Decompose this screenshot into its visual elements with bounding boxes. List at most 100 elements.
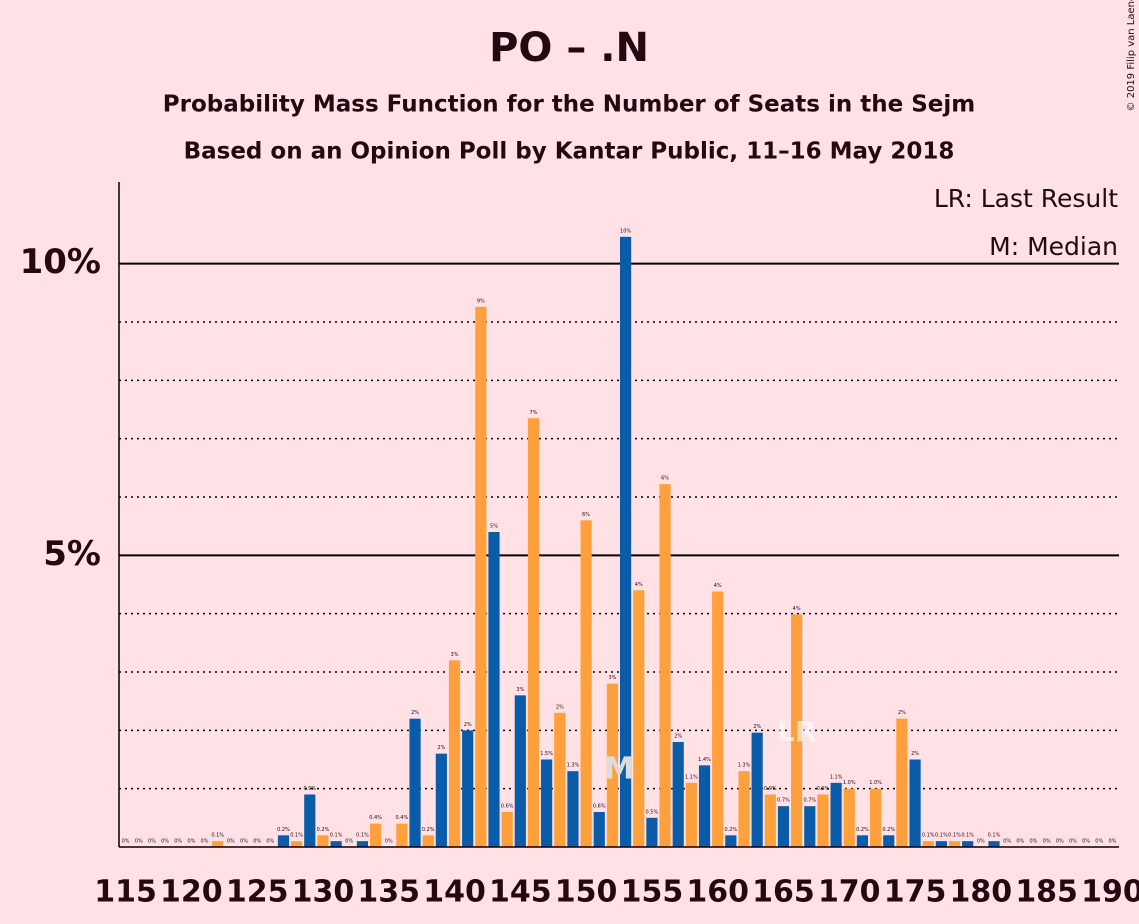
- copyright: © 2019 Filip van Laenen: [1126, 0, 1137, 111]
- data-label: 0%: [201, 839, 209, 845]
- data-label: 0.7%: [777, 798, 790, 804]
- data-label: 0.1%: [988, 833, 1001, 839]
- bar: [764, 794, 776, 847]
- x-tick-label: 140: [423, 875, 486, 910]
- data-label: 0%: [977, 839, 985, 845]
- data-label: 9%: [477, 298, 485, 304]
- x-tick-label: 165: [752, 875, 815, 910]
- bar: [646, 817, 658, 847]
- data-label: 0.4%: [369, 815, 382, 821]
- data-label: 0%: [1030, 839, 1038, 845]
- data-label: 0%: [266, 839, 274, 845]
- x-tick-label: 120: [160, 875, 223, 910]
- bar: [777, 806, 790, 847]
- data-label: 3%: [608, 675, 616, 681]
- data-label: 2%: [898, 710, 906, 716]
- data-label: 0.1%: [211, 833, 224, 839]
- bar: [725, 835, 737, 847]
- bar: [277, 835, 290, 847]
- data-label: 2%: [464, 722, 472, 728]
- data-label: 6%: [582, 512, 590, 518]
- bar: [909, 759, 921, 847]
- data-label: 0%: [1095, 839, 1103, 845]
- bar: [501, 812, 513, 847]
- x-tick-label: 155: [621, 875, 684, 910]
- data-label: 1.3%: [738, 763, 751, 769]
- data-label: 0%: [240, 839, 248, 845]
- bar: [751, 732, 763, 847]
- data-label: 0.2%: [317, 827, 330, 833]
- bar: [554, 712, 566, 847]
- bar: [527, 418, 540, 847]
- bar: [817, 794, 829, 847]
- y-tick-label: 5%: [43, 534, 101, 574]
- bar: [462, 730, 474, 847]
- data-label: 0.6%: [593, 804, 606, 810]
- data-label: 0%: [187, 839, 195, 845]
- data-label: 0%: [135, 839, 143, 845]
- x-tick-label: 180: [950, 875, 1013, 910]
- data-label: 10%: [620, 228, 631, 234]
- data-label: 1.3%: [567, 763, 580, 769]
- bar: [422, 835, 434, 847]
- data-label: 0%: [148, 839, 156, 845]
- bar: [304, 794, 316, 847]
- data-label: 1.5%: [540, 751, 553, 757]
- bar: [843, 788, 855, 847]
- x-tick-label: 160: [686, 875, 749, 910]
- data-label: 0.5%: [646, 809, 659, 815]
- bar: [896, 718, 908, 847]
- data-label: 3%: [451, 652, 459, 658]
- data-label: 2%: [674, 734, 682, 740]
- bar: [330, 841, 342, 847]
- bar: [922, 841, 934, 847]
- last-result-marker: LR: [777, 715, 816, 748]
- bar: [659, 484, 671, 847]
- chart-title: PO – .N: [489, 25, 649, 71]
- data-label: 0.6%: [501, 804, 514, 810]
- bar: [869, 788, 882, 847]
- data-label: 0%: [1043, 839, 1051, 845]
- data-label: 5%: [490, 524, 498, 530]
- bar: [291, 841, 303, 847]
- x-tick-label: 185: [1015, 875, 1078, 910]
- bar: [962, 841, 974, 847]
- data-label: 0%: [385, 839, 393, 845]
- bar: [488, 532, 500, 847]
- data-label: 4%: [714, 583, 722, 589]
- data-label: 2%: [556, 704, 564, 710]
- data-label: 0.7%: [803, 798, 816, 804]
- bar: [580, 520, 592, 847]
- bar: [396, 823, 408, 847]
- data-label: 1.1%: [685, 774, 698, 780]
- data-label: 0%: [174, 839, 182, 845]
- data-label: 6%: [661, 476, 669, 482]
- bar: [935, 841, 947, 847]
- y-tick-label: 10%: [20, 242, 101, 282]
- bar: [988, 841, 1000, 847]
- data-label: 0.2%: [882, 827, 895, 833]
- x-tick-label: 125: [226, 875, 289, 910]
- subtitle: Probability Mass Function for the Number…: [163, 92, 975, 118]
- data-label: 0.1%: [961, 833, 974, 839]
- x-tick-label: 170: [818, 875, 881, 910]
- data-label: 0%: [253, 839, 261, 845]
- bar: [409, 718, 421, 847]
- data-label: 0%: [122, 839, 130, 845]
- data-label: 2%: [411, 710, 419, 716]
- data-label: 0.9%: [817, 786, 830, 792]
- data-label: 0%: [1003, 839, 1011, 845]
- bar: [619, 236, 632, 848]
- data-label: 1.0%: [843, 780, 856, 786]
- x-tick-label: 115: [94, 875, 157, 910]
- data-label: 0.2%: [724, 827, 737, 833]
- data-label: 1.0%: [869, 780, 882, 786]
- data-label: 0%: [1108, 839, 1116, 845]
- data-label: 0%: [1016, 839, 1024, 845]
- bar: [369, 823, 382, 847]
- legend-entry: LR: Last Result: [934, 184, 1118, 213]
- bar: [435, 753, 447, 847]
- x-tick-label: 145: [489, 875, 552, 910]
- subtitle: Based on an Opinion Poll by Kantar Publi…: [184, 139, 955, 165]
- data-label: 4%: [793, 606, 801, 612]
